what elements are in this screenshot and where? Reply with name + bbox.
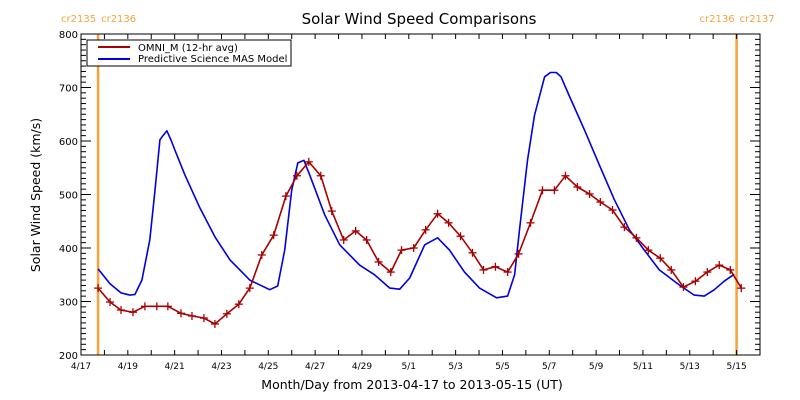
- omni-data-point: [444, 218, 453, 227]
- omni-data-point: [468, 248, 477, 257]
- chart-title: Solar Wind Speed Comparisons: [302, 10, 537, 28]
- legend-label-omni: OMNI_M (12-hr avg): [138, 43, 238, 54]
- omni-data-point: [715, 261, 724, 270]
- omni-data-point: [667, 265, 676, 274]
- omni-data-point: [421, 225, 430, 234]
- omni-data-point: [245, 284, 254, 293]
- omni-data-point: [339, 235, 348, 244]
- y-tick-label: 800: [59, 30, 78, 41]
- omni-data-point: [479, 265, 488, 274]
- x-tick-label: 5/3: [448, 362, 462, 372]
- plot-frame: [80, 33, 761, 356]
- omni-data-point: [456, 232, 465, 241]
- x-tick-label: 5/11: [633, 362, 653, 372]
- carrington-markers: cr2135 cr2136 cr2136 cr2137: [61, 14, 775, 355]
- x-axis-label: Month/Day from 2013-04-17 to 2013-05-15 …: [261, 377, 562, 392]
- y-tick-label: 400: [59, 244, 78, 255]
- omni-data-point: [409, 244, 418, 252]
- x-tick-label: 5/15: [726, 362, 746, 372]
- y-tick-label: 200: [59, 351, 78, 362]
- omni-data-point: [679, 283, 688, 292]
- omni-data-point: [691, 277, 700, 286]
- omni-data-point: [199, 314, 208, 323]
- omni-data-point: [128, 308, 137, 317]
- omni-data-point: [281, 192, 290, 201]
- omni-data-point: [187, 311, 196, 320]
- x-tick-label: 5/7: [542, 362, 556, 372]
- omni-data-point: [632, 233, 641, 242]
- omni-data-point: [152, 302, 161, 311]
- omni-data-point: [106, 298, 115, 307]
- legend-box: [86, 39, 292, 67]
- omni-data-point: [585, 189, 594, 198]
- mas-model-series-line: [97, 71, 735, 299]
- omni-data-point: [573, 183, 582, 192]
- omni-data-point: [327, 207, 336, 216]
- omni-data-point: [304, 157, 313, 166]
- omni-data-point: [656, 254, 665, 263]
- omni-data-point: [737, 284, 746, 293]
- carrington-label-right: cr2137: [740, 14, 775, 25]
- omni-data-point: [163, 302, 172, 311]
- x-tick-label: 5/13: [680, 362, 700, 372]
- omni-data-point: [362, 235, 371, 244]
- series-layer: [94, 71, 746, 328]
- legend: OMNI_M (12-hr avg) Predictive Science MA…: [86, 39, 292, 67]
- x-tick-label: 4/21: [165, 362, 185, 372]
- omni-data-point: [210, 319, 219, 328]
- omni-data-point: [703, 268, 712, 277]
- y-tick-label: 600: [59, 137, 78, 148]
- omni-data-point: [316, 171, 325, 180]
- y-tick-label: 300: [59, 298, 78, 309]
- legend-label-mas: Predictive Science MAS Model: [138, 54, 287, 65]
- omni-data-point: [140, 302, 149, 311]
- omni-data-point: [222, 309, 231, 318]
- omni-data-point: [514, 249, 523, 258]
- omni-data-point: [257, 250, 266, 259]
- carrington-label-right: cr2136: [101, 14, 136, 25]
- omni-data-point: [526, 218, 535, 227]
- axes: 200 300 400 500 600 700 800 4/17 4/19 4/21 4/23 4/2…: [59, 30, 761, 372]
- x-tick-label: 5/9: [589, 362, 604, 372]
- omni-data-point: [726, 265, 735, 274]
- x-tick-label: 4/27: [305, 362, 325, 372]
- omni-series-line: [97, 161, 742, 325]
- x-tick-label: 4/23: [211, 362, 231, 372]
- omni-data-point: [374, 257, 383, 266]
- x-tick-label: 4/19: [118, 362, 138, 372]
- omni-data-point: [234, 300, 243, 309]
- x-tick-label: 5/5: [495, 362, 509, 372]
- omni-data-point: [491, 262, 500, 271]
- omni-data-point: [550, 186, 559, 195]
- carrington-label-left: cr2135: [61, 14, 96, 25]
- x-tick-label: 4/25: [258, 362, 278, 372]
- omni-data-point: [176, 309, 185, 318]
- y-tick-label: 500: [59, 191, 78, 202]
- carrington-label-left: cr2136: [700, 14, 735, 25]
- omni-data-point: [644, 246, 653, 255]
- x-tick-label: 4/17: [71, 362, 91, 372]
- x-tick-label: 4/29: [352, 362, 372, 372]
- y-tick-label: 700: [59, 84, 78, 95]
- x-tick-label: 5/1: [402, 362, 416, 372]
- omni-data-point: [561, 171, 570, 180]
- omni-data-point: [596, 197, 605, 206]
- y-axis-label: Solar Wind Speed (km/s): [28, 118, 43, 272]
- omni-data-point: [503, 268, 512, 277]
- omni-data-point: [94, 284, 103, 293]
- omni-data-point: [538, 186, 547, 195]
- omni-data-point: [397, 246, 406, 255]
- omni-data-point: [608, 206, 617, 215]
- omni-data-point: [351, 226, 360, 235]
- omni-data-point: [117, 306, 126, 315]
- omni-data-point: [292, 171, 301, 180]
- omni-data-point: [386, 268, 395, 277]
- omni-data-point: [269, 231, 278, 240]
- omni-data-point: [620, 223, 629, 232]
- omni-data-point: [433, 209, 442, 218]
